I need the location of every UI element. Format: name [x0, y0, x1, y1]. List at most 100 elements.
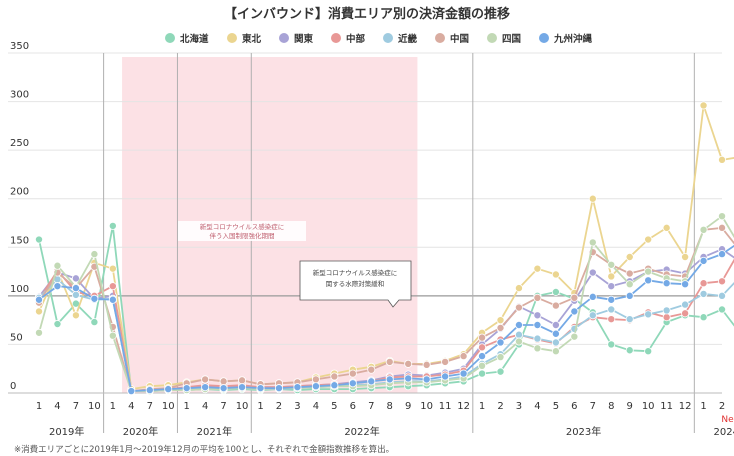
data-point — [625, 346, 634, 355]
data-point — [514, 320, 523, 329]
data-point — [662, 279, 671, 288]
year-label: 2020年 — [123, 425, 158, 438]
data-point — [681, 300, 690, 309]
legend-label: 北海道 — [180, 33, 209, 45]
data-point — [164, 385, 173, 394]
x-tick-label: 12 — [679, 401, 692, 412]
data-point — [644, 235, 653, 244]
x-tick-label: 8 — [608, 401, 614, 412]
data-point — [90, 318, 99, 327]
x-tick-label: 3 — [294, 401, 300, 412]
data-point — [551, 287, 560, 296]
x-tick-label: 9 — [405, 401, 411, 412]
data-point — [570, 293, 579, 302]
annotations: 新型コロナウイルス感染症に伴う入国制限強化期間新型コロナウイルス感染症に関する水… — [178, 221, 412, 308]
data-point — [145, 386, 154, 395]
data-point — [718, 155, 727, 164]
callout-box — [299, 260, 412, 308]
x-tick-label: 10 — [88, 401, 101, 412]
x-tick-label: 4 — [54, 401, 60, 412]
data-point — [238, 383, 247, 392]
x-tick-label: 10 — [236, 401, 249, 412]
data-point — [718, 305, 727, 314]
data-point — [588, 194, 597, 203]
data-point — [330, 372, 339, 381]
legend-label: 九州沖縄 — [553, 33, 593, 45]
x-tick-label: 2 — [719, 401, 725, 412]
data-point — [533, 334, 542, 343]
data-point — [662, 223, 671, 232]
data-point — [441, 372, 450, 381]
data-point — [108, 221, 117, 230]
legend-marker — [279, 33, 289, 43]
data-point — [496, 367, 505, 376]
legend-label: 東北 — [241, 33, 262, 45]
data-point — [71, 290, 80, 299]
year-label: 2022年 — [344, 425, 379, 438]
x-tick-label: 2 — [276, 401, 282, 412]
data-point — [478, 343, 487, 352]
data-point — [311, 375, 320, 384]
data-point — [644, 267, 653, 276]
data-point — [53, 282, 62, 291]
data-point — [699, 256, 708, 265]
legend-label: 中国 — [450, 33, 469, 45]
data-point — [625, 280, 634, 289]
legend: 北海道 東北 関東 中部 近畿 中国 四国 九州沖縄 — [165, 33, 593, 45]
data-point — [496, 323, 505, 332]
x-tick-label: 9 — [627, 401, 633, 412]
data-point — [330, 381, 339, 390]
data-point — [607, 282, 616, 291]
legend-marker — [331, 33, 341, 43]
x-tick-label: 4 — [313, 401, 319, 412]
x-tick-label: 1 — [183, 401, 189, 412]
legend-label: 近畿 — [398, 33, 418, 45]
data-point — [367, 377, 376, 386]
data-point — [219, 384, 228, 393]
x-axis: 1 4 7 10 1 4 7 10 1 4 7 10 1 2 3 4 5 6 7 8 9 10 11 12 1 2 3 4 5 6 7 8 9 1… — [36, 401, 734, 438]
data-point — [459, 352, 468, 361]
data-point — [514, 337, 523, 346]
data-point — [496, 316, 505, 325]
x-tick-label: 1 — [479, 401, 485, 412]
data-point — [607, 315, 616, 324]
y-tick-label: 350 — [10, 41, 29, 52]
data-point — [496, 353, 505, 362]
data-point — [256, 384, 265, 393]
data-point — [699, 225, 708, 234]
year-label: 2024年 — [714, 425, 734, 438]
data-point — [459, 369, 468, 378]
legend-label: 関東 — [294, 33, 314, 45]
data-point — [274, 384, 283, 393]
data-point — [718, 291, 727, 300]
data-point — [478, 352, 487, 361]
y-tick-label: 50 — [10, 332, 23, 343]
data-point — [607, 260, 616, 269]
shade-label-line-1: 新型コロナウイルス感染症に — [200, 222, 285, 231]
data-point — [422, 375, 431, 384]
legend-marker — [435, 33, 445, 43]
data-point — [699, 279, 708, 288]
data-point — [662, 313, 671, 322]
data-point — [514, 303, 523, 312]
callout-line-1: 新型コロナウイルス感染症に — [313, 268, 398, 277]
data-point — [644, 310, 653, 319]
data-point — [404, 374, 413, 383]
x-tick-label: 1 — [110, 401, 116, 412]
data-point — [182, 384, 191, 393]
data-point — [108, 295, 117, 304]
data-point — [533, 293, 542, 302]
data-point — [311, 382, 320, 391]
data-point — [35, 235, 44, 244]
data-point — [625, 291, 634, 300]
data-point — [718, 212, 727, 221]
chart-title: 【インバウンド】消費エリア別の決済金額の推移 — [224, 6, 510, 22]
x-tick-label: 1 — [257, 401, 263, 412]
x-tick-label: 7 — [73, 401, 79, 412]
data-point — [718, 277, 727, 286]
data-point — [35, 328, 44, 337]
data-point — [53, 320, 62, 329]
data-point — [570, 307, 579, 316]
data-point — [385, 375, 394, 384]
